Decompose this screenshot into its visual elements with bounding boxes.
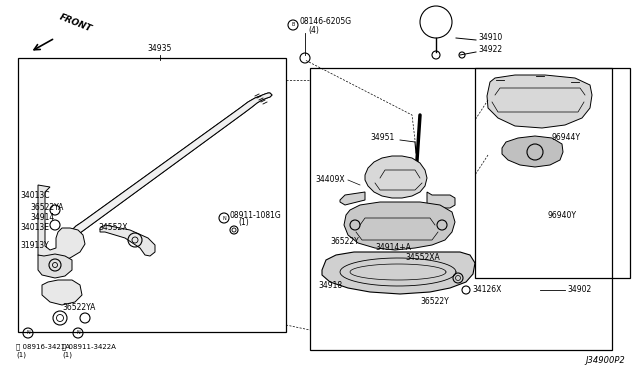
Text: (4): (4) xyxy=(308,26,319,35)
Text: ⓝ 08916-3421A: ⓝ 08916-3421A xyxy=(16,343,70,350)
Text: (1): (1) xyxy=(62,351,72,357)
Polygon shape xyxy=(365,156,427,198)
Polygon shape xyxy=(487,75,592,128)
Text: 34552X: 34552X xyxy=(98,224,127,232)
Text: 96944Y: 96944Y xyxy=(552,134,581,142)
Text: 08911-1081G: 08911-1081G xyxy=(230,211,282,219)
Text: 34914+A: 34914+A xyxy=(375,244,411,253)
Text: FRONT: FRONT xyxy=(58,13,93,34)
Text: 34013E: 34013E xyxy=(20,224,49,232)
Text: B: B xyxy=(291,22,294,28)
Polygon shape xyxy=(427,192,455,208)
Bar xyxy=(310,68,612,350)
Polygon shape xyxy=(38,254,72,278)
Text: 34922: 34922 xyxy=(478,45,502,55)
Text: 08146-6205G: 08146-6205G xyxy=(300,17,352,26)
Text: 34552XA: 34552XA xyxy=(405,253,440,263)
Text: 34935: 34935 xyxy=(148,44,172,53)
Polygon shape xyxy=(322,252,475,294)
Polygon shape xyxy=(502,136,563,167)
Text: 34126X: 34126X xyxy=(472,285,501,295)
Text: 34902: 34902 xyxy=(567,285,591,295)
Bar xyxy=(475,68,630,278)
Text: 34951: 34951 xyxy=(370,134,394,142)
Text: 36522Y: 36522Y xyxy=(420,298,449,307)
Polygon shape xyxy=(38,185,85,262)
Text: 96940Y: 96940Y xyxy=(548,211,577,219)
Text: 34914: 34914 xyxy=(30,212,54,221)
Polygon shape xyxy=(344,202,455,250)
Text: ⓝ 08911-3422A: ⓝ 08911-3422A xyxy=(62,343,116,350)
Text: 34910: 34910 xyxy=(478,33,502,42)
Text: (1): (1) xyxy=(16,351,26,357)
Text: 31913Y: 31913Y xyxy=(20,241,49,250)
Polygon shape xyxy=(100,225,155,256)
Text: (1): (1) xyxy=(238,218,249,228)
Text: N: N xyxy=(26,330,30,336)
Polygon shape xyxy=(42,280,82,305)
Text: 34013C: 34013C xyxy=(20,192,49,201)
Polygon shape xyxy=(67,93,272,242)
Text: N: N xyxy=(222,215,226,221)
Text: N: N xyxy=(76,330,80,336)
Text: 36522YA: 36522YA xyxy=(30,203,63,212)
Text: 36522Y: 36522Y xyxy=(330,237,359,247)
Text: 34918: 34918 xyxy=(318,280,342,289)
Bar xyxy=(18,58,286,332)
Text: 34409X: 34409X xyxy=(315,176,344,185)
Text: 36522YA: 36522YA xyxy=(62,304,95,312)
Text: J34900P2: J34900P2 xyxy=(585,356,625,365)
Polygon shape xyxy=(340,192,365,205)
